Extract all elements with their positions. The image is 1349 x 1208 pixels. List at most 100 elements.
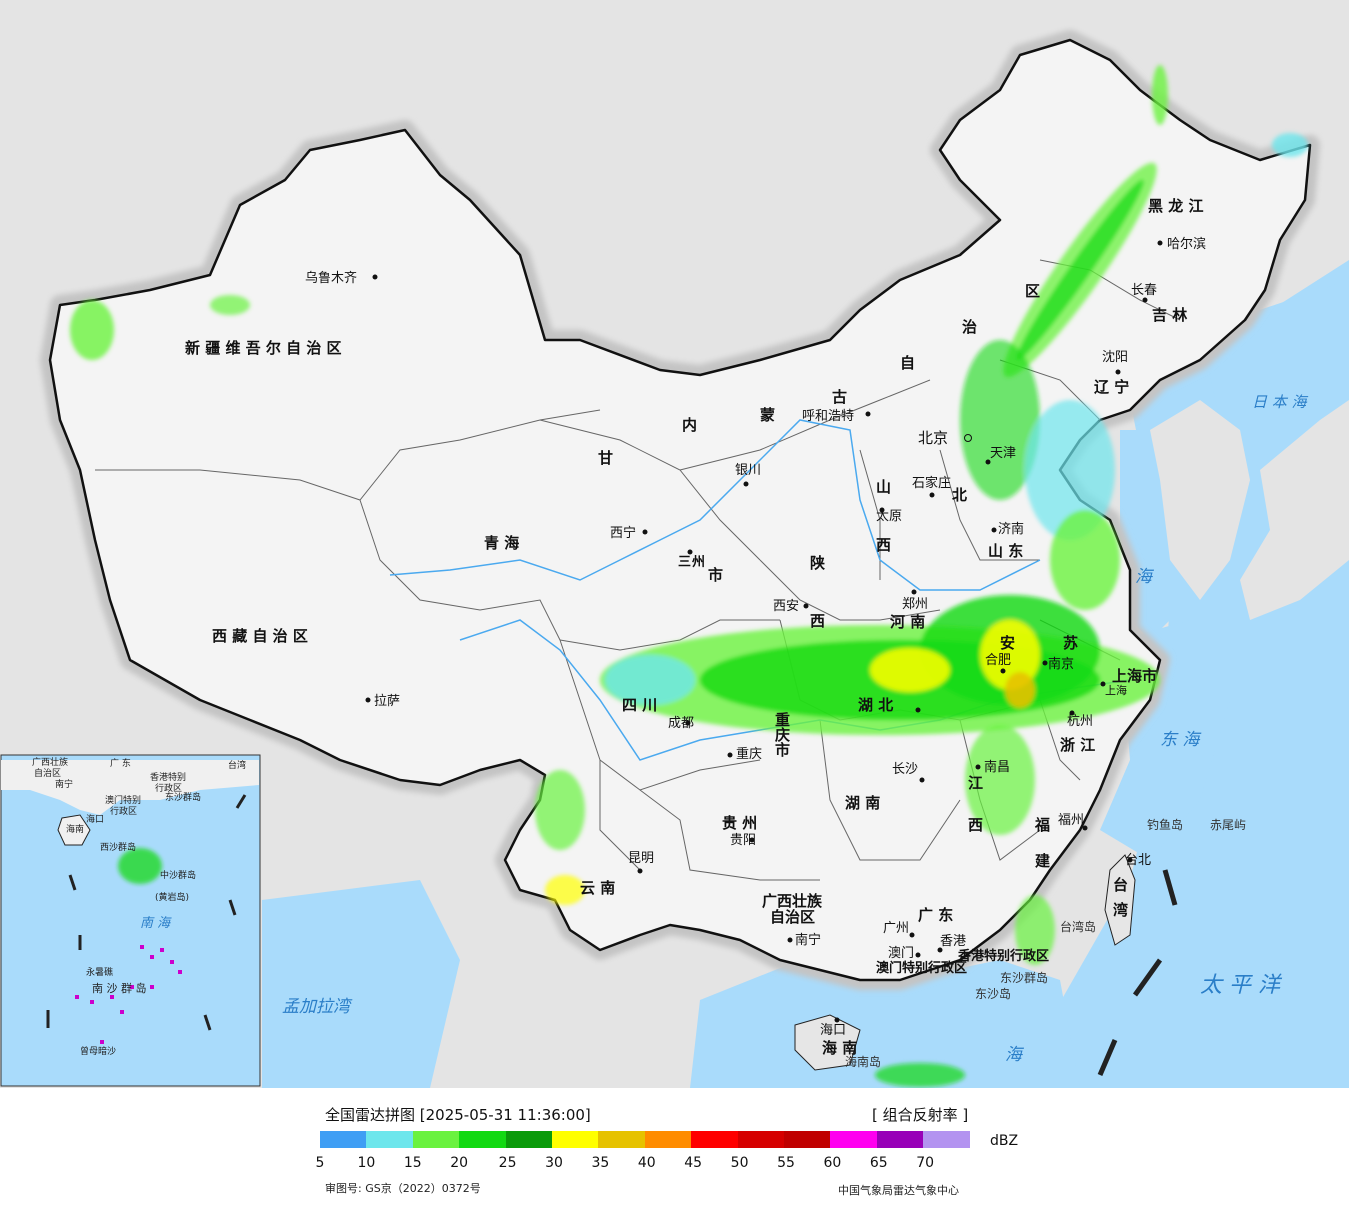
province-macau-sar: 澳门特别行政区 — [876, 960, 967, 976]
inset-label: 广西壮族 — [32, 756, 68, 768]
island-hainan: 海南岛 — [845, 1054, 881, 1069]
legend-tick: 65 — [869, 1155, 888, 1171]
legend-unit: dBZ — [990, 1133, 1019, 1149]
city-guiyang: 贵阳 — [730, 833, 756, 848]
sea-labels: 日 本 海 东 海 太 平 洋 海 孟加拉湾 海 — [282, 393, 1309, 1065]
city-tianjin: 天津 — [990, 446, 1016, 461]
province-fujian-2: 建 — [1035, 852, 1051, 870]
legend-tick: 60 — [823, 1155, 842, 1171]
sea-label-east: 东 海 — [1160, 730, 1202, 750]
city-haikou: 海口 — [820, 1023, 846, 1038]
city-guangzhou: 广州 — [883, 921, 909, 936]
legend-tick: 10 — [357, 1155, 376, 1171]
legend-tick: 45 — [684, 1155, 703, 1171]
province-guangxi-1: 广西壮族 — [762, 892, 823, 910]
city-changchun: 长春 — [1131, 283, 1157, 298]
city-kunming: 昆明 — [628, 851, 654, 866]
province-innermongolia-1: 内 — [682, 416, 697, 434]
province-guangxi-2: 自治区 — [770, 908, 815, 926]
city-zhengzhou: 郑州 — [902, 597, 928, 612]
city-lhasa: 拉萨 — [374, 694, 400, 709]
legend-swatch — [505, 1131, 553, 1148]
city-hohhot: 呼和浩特 — [802, 409, 854, 424]
legend-tick: 35 — [591, 1155, 610, 1171]
province-hk-sar: 香港特别行政区 — [957, 948, 1049, 964]
municipality-shanghai: 上海市 — [1112, 667, 1157, 685]
inset-label: 中沙群岛 — [160, 869, 196, 881]
province-zhejiang: 浙 江 — [1060, 736, 1095, 754]
south-china-sea-main — [690, 960, 1080, 1088]
legend-swatch — [830, 1131, 878, 1148]
legend-title: 全国雷达拼图 [2025-05-31 11:36:00] — [325, 1106, 591, 1124]
province-shanxi-1: 山 — [876, 478, 891, 496]
legend-swatch — [320, 1131, 367, 1148]
legend-tick: 70 — [916, 1155, 935, 1171]
city-beijing: 北京 — [918, 429, 948, 447]
province-fujian-1: 福 — [1034, 816, 1050, 834]
legend-swatch — [366, 1131, 414, 1148]
radar-map: 广西壮族 自治区 广 东 台湾 南宁 澳门特别 行政区 香港特别 行政区 东沙群… — [0, 0, 1349, 1088]
inset-label: 海南 — [66, 823, 84, 835]
province-hebei: 北 — [952, 486, 967, 504]
province-labels: 新 疆 维 吾 尔 自 治 区 西 藏 自 治 区 青 海 甘 内 蒙 古 自 … — [185, 197, 1203, 1057]
legend-tick: 50 — [730, 1155, 749, 1171]
inset-label: 自治区 — [34, 767, 61, 779]
city-xining: 西宁 — [610, 525, 636, 541]
province-guizhou: 贵 州 — [722, 814, 757, 832]
legend-swatch — [923, 1131, 971, 1148]
legend-tick: 30 — [545, 1155, 563, 1171]
city-nanning: 南宁 — [795, 932, 821, 948]
city-macau: 澳门 — [888, 945, 914, 961]
island-dongsha: 东沙群岛 — [1000, 970, 1048, 985]
legend-swatch — [784, 1131, 831, 1148]
legend-panel — [0, 1088, 1349, 1208]
legend-swatch — [459, 1131, 507, 1148]
taiwan-island-shape — [1104, 854, 1136, 946]
inset-label: 行政区 — [110, 805, 137, 817]
province-innermongolia-2: 蒙 — [760, 406, 775, 424]
province-shaanxi-1: 陕 — [810, 554, 825, 572]
korea-peninsula — [1150, 400, 1250, 600]
sea-label-south: 海 — [1005, 1045, 1025, 1065]
city-xian: 西安 — [773, 599, 799, 614]
legend-tick: 25 — [498, 1155, 517, 1171]
legend-swatch — [598, 1131, 646, 1148]
legend-swatch — [737, 1131, 785, 1148]
city-shenyang: 沈阳 — [1102, 350, 1128, 365]
city-hefei: 合肥 — [985, 653, 1011, 668]
inset-label: 曾母暗沙 — [80, 1045, 116, 1057]
province-ningxia-2: 州 — [691, 555, 705, 570]
province-hainan: 海 南 — [822, 1039, 857, 1057]
municipality-chongqing-1: 重 — [775, 711, 790, 729]
province-liaoning: 辽 宁 — [1094, 378, 1129, 396]
sea-label-yellow: 海 — [1135, 567, 1155, 587]
legend-swatch — [552, 1131, 599, 1148]
province-tibet: 西 藏 自 治 区 — [212, 627, 308, 645]
province-taiwan-2: 湾 — [1113, 901, 1128, 919]
province-ningxia-1: 三 — [678, 555, 691, 570]
inset-label: 南宁 — [55, 778, 73, 790]
province-jiangsu: 苏 — [1063, 634, 1078, 652]
japan-islands — [1240, 400, 1349, 620]
province-ningxia-3: 市 — [708, 566, 723, 584]
province-anhui: 安 — [1000, 634, 1015, 652]
province-jiangxi-1: 江 — [968, 774, 983, 792]
city-taiyuan: 太原 — [876, 509, 902, 524]
province-innermongolia-6: 区 — [1025, 282, 1040, 300]
city-yinchuan: 银川 — [735, 463, 761, 478]
city-chengdu: 成都 — [668, 716, 694, 731]
municipality-chongqing-3: 市 — [775, 741, 790, 759]
province-guangdong: 广 东 — [918, 906, 953, 924]
province-gansu: 甘 — [598, 449, 613, 467]
sea-label-japan: 日 本 海 — [1252, 393, 1309, 411]
province-sichuan: 四 川 — [622, 696, 657, 714]
legend-swatch — [644, 1131, 692, 1148]
inset-label: 台湾 — [228, 759, 246, 771]
city-changsha: 长沙 — [892, 762, 918, 777]
municipality-chongqing-2: 庆 — [775, 726, 790, 744]
province-innermongolia-4: 自 — [900, 354, 915, 372]
inset-label: 永暑礁 — [86, 966, 113, 978]
city-taipei: 台北 — [1125, 853, 1151, 868]
sea-label-bengal: 孟加拉湾 — [282, 997, 353, 1017]
legend-swatch — [876, 1131, 924, 1148]
